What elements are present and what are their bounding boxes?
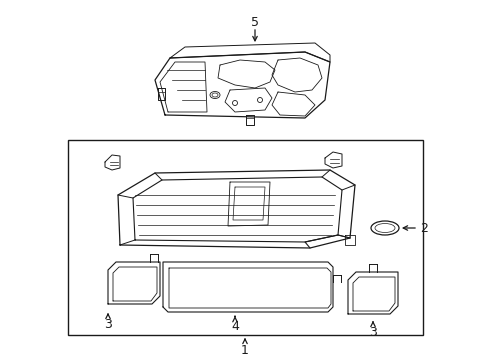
Bar xyxy=(68,140,422,335)
Text: 1: 1 xyxy=(241,343,248,356)
Text: 5: 5 xyxy=(250,15,259,28)
Text: 2: 2 xyxy=(419,221,427,234)
Text: 3: 3 xyxy=(104,319,112,332)
Text: 3: 3 xyxy=(368,325,376,338)
Text: 4: 4 xyxy=(231,320,239,333)
